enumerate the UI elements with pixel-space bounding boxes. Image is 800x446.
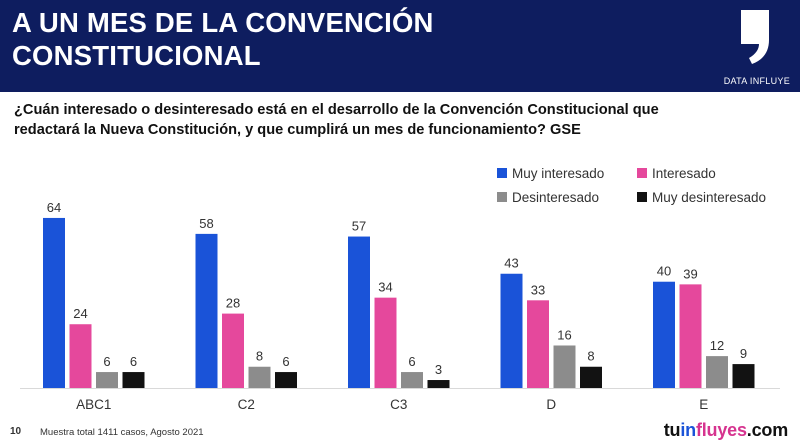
data-label: 16 [557,327,571,342]
data-label: 64 [47,200,61,215]
page-title-line-1: A UN MES DE LA CONVENCIÓN [12,7,434,38]
data-label: 3 [435,362,442,377]
survey-question-line-1: ¿Cuán interesado o desinteresado está en… [14,102,659,118]
category-label: C2 [238,397,255,412]
bar-d-series-3 [580,366,602,388]
legend-label: Interesado [652,165,716,181]
bar-c3-series-0 [348,236,370,388]
bar-abc1-series-2 [96,372,118,388]
data-label: 33 [531,282,545,297]
header-banner: A UN MES DE LA CONVENCIÓN CONSTITUCIONAL… [0,0,800,92]
bar-c2-series-3 [275,372,297,388]
data-label: 6 [130,354,137,369]
logo-part: tu [663,420,681,440]
data-label: 12 [710,338,724,353]
data-label: 57 [352,219,366,234]
bar-e-series-1 [679,284,702,388]
bar-abc1-series-3 [122,372,145,388]
legend-swatch [497,192,507,202]
category-label: E [699,397,708,412]
page-title-line-2: CONSTITUCIONAL [12,40,261,71]
data-label: 39 [683,266,697,281]
data-label: 43 [504,256,518,271]
bar-d-series-1 [527,300,549,388]
tuinfluyes-logo: tuinfluyes.com [664,420,788,441]
survey-question: ¿Cuán interesado o desinteresado está en… [14,100,774,140]
page-title: A UN MES DE LA CONVENCIÓN CONSTITUCIONAL [12,6,612,72]
bar-c3-series-1 [374,297,397,388]
legend-item-muy-interesado: Muy interesado [497,163,604,183]
category-label: ABC1 [76,397,111,412]
logo-part: in [680,420,696,440]
bar-c3-series-3 [427,380,450,388]
data-label: 34 [378,280,392,295]
legend-swatch [637,192,647,202]
data-label: 28 [226,296,240,311]
legend-label: Muy interesado [512,165,605,181]
quote-mark-icon [741,10,769,64]
bar-c3-series-2 [401,372,423,388]
page-number: 10 [10,426,22,437]
bar-e-series-0 [653,281,675,388]
legend-label: Desinteresado [512,189,600,205]
category-label: D [546,397,556,412]
legend-swatch [497,168,507,178]
data-label: 9 [740,346,747,361]
data-label: 8 [256,349,263,364]
data-label: 6 [282,354,289,369]
bar-abc1-series-1 [69,324,92,388]
legend-item-desinteresado: Desinteresado [497,187,599,207]
bar-c2-series-1 [222,313,244,388]
survey-question-line-2: redactará la Nueva Constitución, y que c… [14,122,581,138]
bar-c2-series-2 [248,366,271,388]
bar-c2-series-0 [195,233,218,388]
logo-part: fluyes [695,420,747,440]
legend-item-muy-desinteresado: Muy desinteresado [637,187,766,207]
category-label: C3 [390,397,407,412]
data-label: 40 [657,264,671,279]
data-label: 6 [408,354,415,369]
brand-label: DATA INFLUYE [723,76,790,86]
bar-d-series-0 [500,273,523,388]
bar-chart: 64 24 6 6 ABC1 58 28 8 6 C2 57 34 6 3 C3 43 33 16 8 D 40 39 12… [20,200,780,412]
bar-e-series-3 [732,364,755,388]
bar-abc1-series-0 [43,217,65,388]
data-label: 8 [587,349,594,364]
bar-e-series-2 [706,356,728,388]
data-label: 58 [199,216,213,231]
data-label: 6 [103,354,110,369]
legend-label: Muy desinteresado [652,189,767,205]
sample-note: Muestra total 1411 casos, Agosto 2021 [40,427,204,438]
bar-d-series-2 [553,345,576,388]
logo-part: .com [746,420,788,440]
legend-item-interesado: Interesado [637,163,716,183]
data-label: 24 [73,306,87,321]
legend-swatch [637,168,647,178]
chart-legend: Muy interesado Interesado Desinteresado … [497,163,787,207]
